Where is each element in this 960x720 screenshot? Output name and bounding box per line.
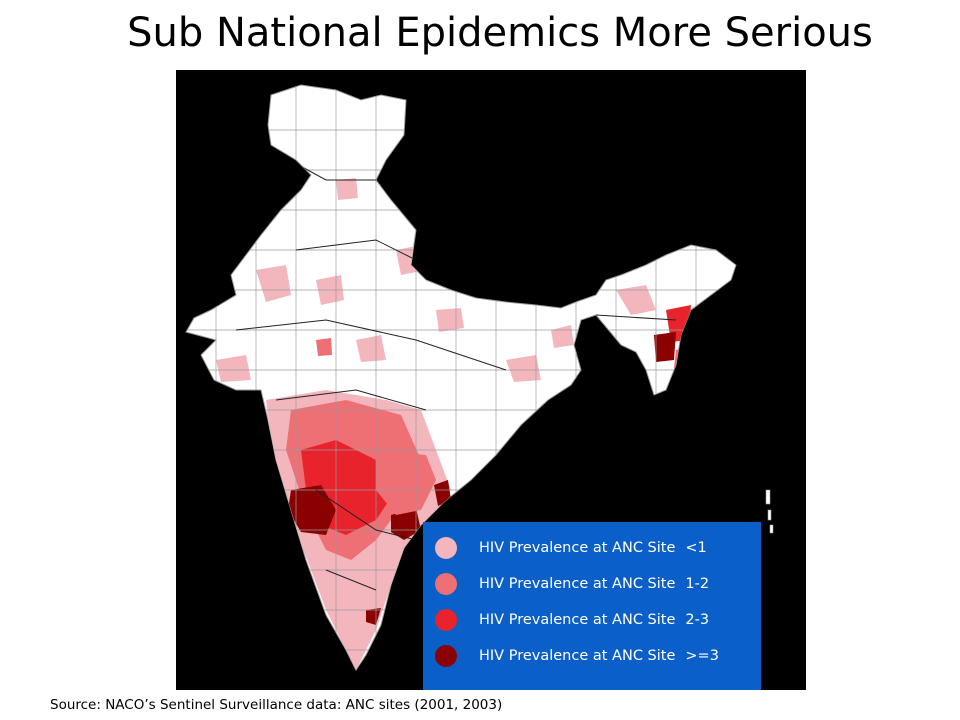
legend-swatch-medium <box>435 573 457 595</box>
region-low-10 <box>356 335 386 362</box>
india-map-panel <box>176 70 806 690</box>
region-low-7 <box>336 178 358 200</box>
legend-label: HIV Prevalence at ANC Site <box>479 576 676 592</box>
region-ne-very-high <box>654 332 676 362</box>
legend-swatch-high <box>435 609 457 631</box>
region-medium-north-1 <box>316 338 332 356</box>
region-low-5 <box>506 355 541 382</box>
slide-title: Sub National Epidemics More Serious <box>127 10 873 56</box>
legend-label: HIV Prevalence at ANC Site <box>479 648 676 664</box>
region-low-6 <box>216 355 251 382</box>
region-low-3 <box>396 245 426 275</box>
region-very-high-1 <box>288 485 336 535</box>
andaman-islands <box>765 489 774 534</box>
legend-swatch-low <box>435 537 457 559</box>
source-note: Source: NACO’s Sentinel Surveillance dat… <box>50 697 503 713</box>
region-medium-east <box>376 450 436 515</box>
map-legend: HIV Prevalence at ANC Site <1 HIV Preval… <box>423 522 761 690</box>
region-low-8 <box>436 308 464 332</box>
region-very-high-4 <box>366 608 381 625</box>
region-medium-north-2 <box>476 263 492 279</box>
state-boundaries <box>235 149 677 591</box>
region-low-4 <box>476 218 508 242</box>
region-very-high-3 <box>434 480 451 506</box>
india-map <box>185 84 774 671</box>
legend-item-very-high: HIV Prevalence at ANC Site >=3 <box>435 644 719 668</box>
legend-label: HIV Prevalence at ANC Site <box>479 540 676 556</box>
legend-range: <1 <box>685 540 707 556</box>
region-ne-low <box>616 285 656 315</box>
region-low-1 <box>256 265 291 302</box>
region-very-high-2 <box>391 508 421 540</box>
region-low-9 <box>551 325 574 348</box>
legend-item-low: HIV Prevalence at ANC Site <1 <box>435 536 707 560</box>
legend-range: 1-2 <box>685 576 710 592</box>
region-ne-medium <box>674 348 688 370</box>
legend-item-high: HIV Prevalence at ANC Site 2-3 <box>435 608 709 632</box>
legend-label: HIV Prevalence at ANC Site <box>479 612 676 628</box>
legend-swatch-very-high <box>435 645 457 667</box>
legend-item-medium: HIV Prevalence at ANC Site 1-2 <box>435 572 709 596</box>
legend-range: 2-3 <box>685 612 710 628</box>
legend-range: >=3 <box>685 648 719 664</box>
